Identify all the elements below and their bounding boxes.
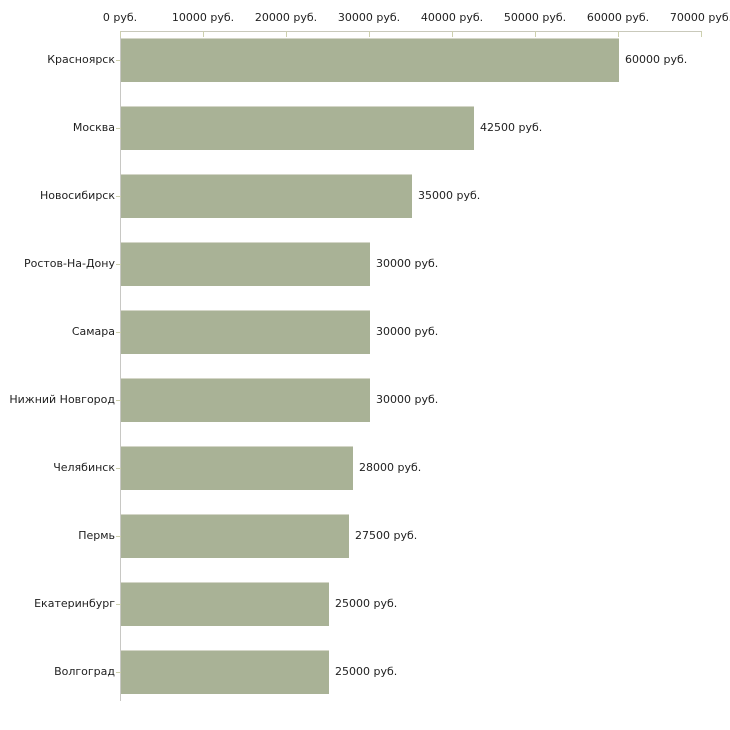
y-axis-tick-mark <box>116 60 121 61</box>
x-axis-line <box>120 31 702 32</box>
y-axis-tick-mark <box>116 332 121 333</box>
value-label: 30000 руб. <box>376 257 439 270</box>
category-label: Нижний Новгород <box>9 393 115 406</box>
value-label: 35000 руб. <box>418 189 481 202</box>
x-axis-tick-mark <box>452 31 453 37</box>
x-axis-tick-label: 40000 руб. <box>420 11 484 24</box>
x-axis-tick-label: 60000 руб. <box>586 11 650 24</box>
bar <box>121 378 370 422</box>
category-label: Челябинск <box>53 461 115 474</box>
value-label: 27500 руб. <box>355 529 418 542</box>
category-label: Ростов-На-Дону <box>23 257 115 270</box>
value-label: 28000 руб. <box>359 461 422 474</box>
y-axis-tick-mark <box>116 196 121 197</box>
y-axis-tick-mark <box>116 264 121 265</box>
x-axis-tick-label: 20000 руб. <box>254 11 318 24</box>
category-label: Самара <box>71 325 115 338</box>
category-label: Пермь <box>78 529 115 542</box>
y-axis-tick-mark <box>116 400 121 401</box>
x-axis-tick-label: 10000 руб. <box>171 11 235 24</box>
value-label: 25000 руб. <box>335 665 398 678</box>
bar <box>121 174 412 218</box>
value-label: 30000 руб. <box>376 393 439 406</box>
x-axis-tick-mark <box>369 31 370 37</box>
y-axis-tick-mark <box>116 536 121 537</box>
x-axis-tick-label: 70000 руб. <box>669 11 730 24</box>
bar <box>121 242 370 286</box>
bar <box>121 38 619 82</box>
category-label: Новосибирск <box>39 189 115 202</box>
value-label: 25000 руб. <box>335 597 398 610</box>
x-axis-tick-mark <box>535 31 536 37</box>
x-axis-tick-label: 0 руб. <box>102 11 138 24</box>
category-label: Екатеринбург <box>34 597 115 610</box>
y-axis-tick-mark <box>116 604 121 605</box>
x-axis-tick-mark <box>203 31 204 37</box>
category-label: Москва <box>72 121 115 134</box>
value-label: 42500 руб. <box>480 121 543 134</box>
bar <box>121 650 329 694</box>
value-label: 30000 руб. <box>376 325 439 338</box>
category-label: Волгоград <box>54 665 115 678</box>
x-axis-tick-label: 50000 руб. <box>503 11 567 24</box>
x-axis-tick-label: 30000 руб. <box>337 11 401 24</box>
bar <box>121 514 349 558</box>
x-axis-tick-mark <box>701 31 702 37</box>
y-axis-tick-mark <box>116 468 121 469</box>
category-label: Красноярск <box>47 53 115 66</box>
bar <box>121 106 474 150</box>
x-axis-tick-mark <box>618 31 619 37</box>
y-axis-tick-mark <box>116 128 121 129</box>
bar <box>121 582 329 626</box>
y-axis-line <box>120 31 121 701</box>
bar <box>121 310 370 354</box>
bar <box>121 446 353 490</box>
x-axis-tick-mark <box>286 31 287 37</box>
y-axis-tick-mark <box>116 672 121 673</box>
value-label: 60000 руб. <box>625 53 688 66</box>
x-axis-tick-mark <box>120 31 121 37</box>
